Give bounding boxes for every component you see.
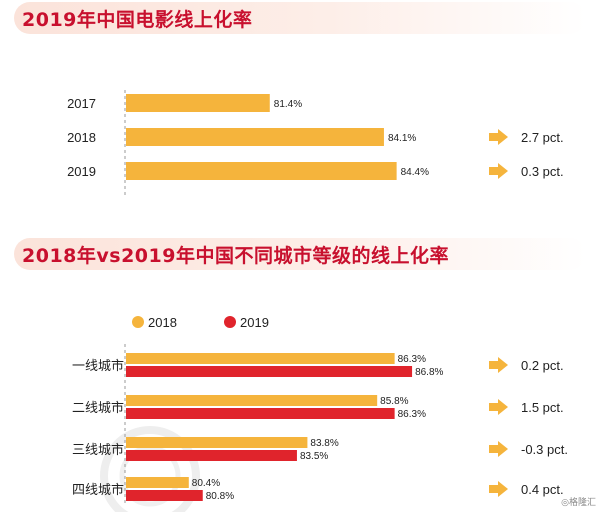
chart1-change-arrow bbox=[489, 163, 508, 179]
chart2-value-label-2018: 80.4% bbox=[192, 478, 220, 489]
chart1-category-label: 2017 bbox=[67, 96, 96, 111]
chart1-category-label: 2019 bbox=[67, 164, 96, 179]
chart2-value-label-2019: 83.5% bbox=[300, 451, 328, 462]
chart2-bar-2018 bbox=[126, 437, 308, 448]
chart2-change-arrow bbox=[489, 399, 508, 415]
chart2-change-label: 1.5 pct. bbox=[521, 400, 564, 415]
chart1-title: 2019年中国电影线上化率 bbox=[22, 9, 253, 31]
chart2-value-label-2018: 85.8% bbox=[380, 396, 408, 407]
chart1-bar bbox=[126, 162, 397, 180]
chart2-value-label-2018: 86.3% bbox=[398, 354, 426, 365]
chart2-change-arrow bbox=[489, 441, 508, 457]
chart2-bar-2018 bbox=[126, 353, 395, 364]
legend-marker-2019 bbox=[224, 316, 236, 328]
chart1-change-label: 2.7 pct. bbox=[521, 130, 564, 145]
chart1-bar bbox=[126, 94, 270, 112]
chart1-value-label: 84.4% bbox=[401, 167, 429, 178]
legend-marker-2018 bbox=[132, 316, 144, 328]
chart2-value-label-2019: 80.8% bbox=[206, 491, 234, 502]
chart2-bar-2019 bbox=[126, 366, 413, 377]
chart2-change-label: -0.3 pct. bbox=[521, 442, 568, 457]
chart2-category-label: 三线城市 bbox=[72, 442, 124, 457]
chart2-title: 2018年vs2019年中国不同城市等级的线上化率 bbox=[22, 245, 449, 267]
chart1-change-label: 0.3 pct. bbox=[521, 164, 564, 179]
chart2-value-label-2019: 86.8% bbox=[415, 367, 443, 378]
chart2-bar-2018 bbox=[126, 477, 189, 488]
chart2-value-label-2019: 86.3% bbox=[398, 409, 426, 420]
chart1-value-label: 81.4% bbox=[274, 99, 302, 110]
chart2-change-label: 0.4 pct. bbox=[521, 482, 564, 497]
chart2-bar-2019 bbox=[126, 408, 395, 419]
legend-label-2019: 2019 bbox=[240, 315, 269, 330]
chart1-value-label: 84.1% bbox=[388, 133, 416, 144]
chart2-category-label: 二线城市 bbox=[72, 400, 124, 415]
chart1-title-banner: 2019年中国电影线上化率 bbox=[14, 2, 586, 34]
legend-label-2018: 2018 bbox=[148, 315, 177, 330]
chart2-bar-2019 bbox=[126, 490, 203, 501]
chart2-change-arrow bbox=[489, 357, 508, 373]
chart2-title-banner: 2018年vs2019年中国不同城市等级的线上化率 bbox=[14, 238, 586, 270]
chart2-category-label: 一线城市 bbox=[72, 358, 124, 373]
chart1-change-arrow bbox=[489, 129, 508, 145]
watermark-label: ◎格隆汇 bbox=[561, 498, 596, 508]
chart2-change-label: 0.2 pct. bbox=[521, 358, 564, 373]
chart2-change-arrow bbox=[489, 481, 508, 497]
chart1-category-label: 2018 bbox=[67, 130, 96, 145]
watermark-text: 格隆汇 bbox=[568, 498, 596, 508]
chart2-bar-2019 bbox=[126, 450, 297, 461]
chart2-value-label-2018: 83.8% bbox=[310, 438, 338, 449]
chart1-bar bbox=[126, 128, 384, 146]
chart2-bar-2018 bbox=[126, 395, 378, 406]
chart2-category-label: 四线城市 bbox=[72, 482, 124, 497]
